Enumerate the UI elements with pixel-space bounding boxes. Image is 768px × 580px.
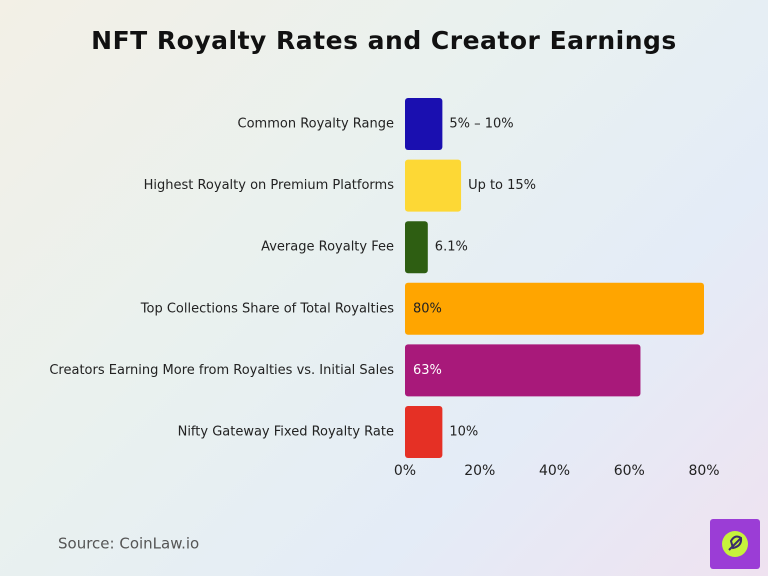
x-tick-label: 60%: [614, 463, 645, 479]
value-label: 63%: [413, 363, 442, 378]
bar: [405, 159, 462, 212]
logo: [710, 519, 760, 569]
y-tick-label: Highest Royalty on Premium Platforms: [144, 178, 395, 193]
y-tick-label: Nifty Gateway Fixed Royalty Rate: [178, 425, 394, 440]
x-tick-label: 20%: [464, 463, 495, 479]
chart-title: NFT Royalty Rates and Creator Earnings: [91, 26, 677, 55]
source: Source: CoinLaw.io: [58, 535, 199, 553]
y-tick-label: Top Collections Share of Total Royalties: [140, 301, 394, 316]
bar: [405, 344, 641, 397]
bar: [405, 221, 428, 274]
x-tick-label: 40%: [539, 463, 570, 479]
value-label: 80%: [413, 301, 442, 316]
bar: [405, 98, 443, 150]
y-tick-label: Common Royalty Range: [238, 117, 394, 132]
y-tick-label: Average Royalty Fee: [261, 240, 394, 255]
value-label: Up to 15%: [468, 178, 536, 193]
value-label: 6.1%: [435, 240, 468, 255]
y-tick-label: Creators Earning More from Royalties vs.…: [49, 363, 394, 378]
bar: [405, 282, 704, 335]
value-label: 5% – 10%: [449, 117, 513, 132]
value-label: 10%: [449, 425, 478, 440]
bar: [405, 406, 443, 458]
x-tick-label: 0%: [394, 463, 416, 479]
x-tick-label: 80%: [688, 463, 719, 479]
